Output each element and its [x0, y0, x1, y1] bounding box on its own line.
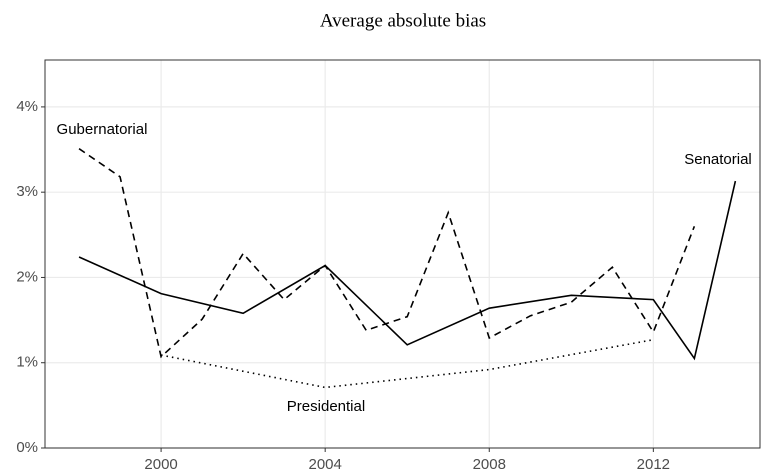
y-tick-label: 4%	[16, 98, 38, 115]
series-line	[78, 180, 737, 361]
y-tick-label: 1%	[16, 354, 38, 371]
x-tick-label: 2012	[637, 456, 670, 473]
series-label: Senatorial	[684, 151, 752, 168]
x-tick-label: 2008	[473, 456, 506, 473]
series-line	[160, 338, 654, 389]
y-tick-label: 0%	[16, 439, 38, 456]
panel-border	[44, 59, 761, 449]
chart-title: Average absolute bias	[320, 10, 486, 31]
series-label: Gubernatorial	[57, 121, 148, 138]
y-tick-label: 2%	[16, 268, 38, 285]
series-line	[78, 148, 696, 359]
y-tick-label: 3%	[16, 183, 38, 200]
x-tick-label: 2000	[144, 456, 177, 473]
x-tick-label: 2004	[308, 456, 341, 473]
series-label: Presidential	[287, 398, 365, 415]
